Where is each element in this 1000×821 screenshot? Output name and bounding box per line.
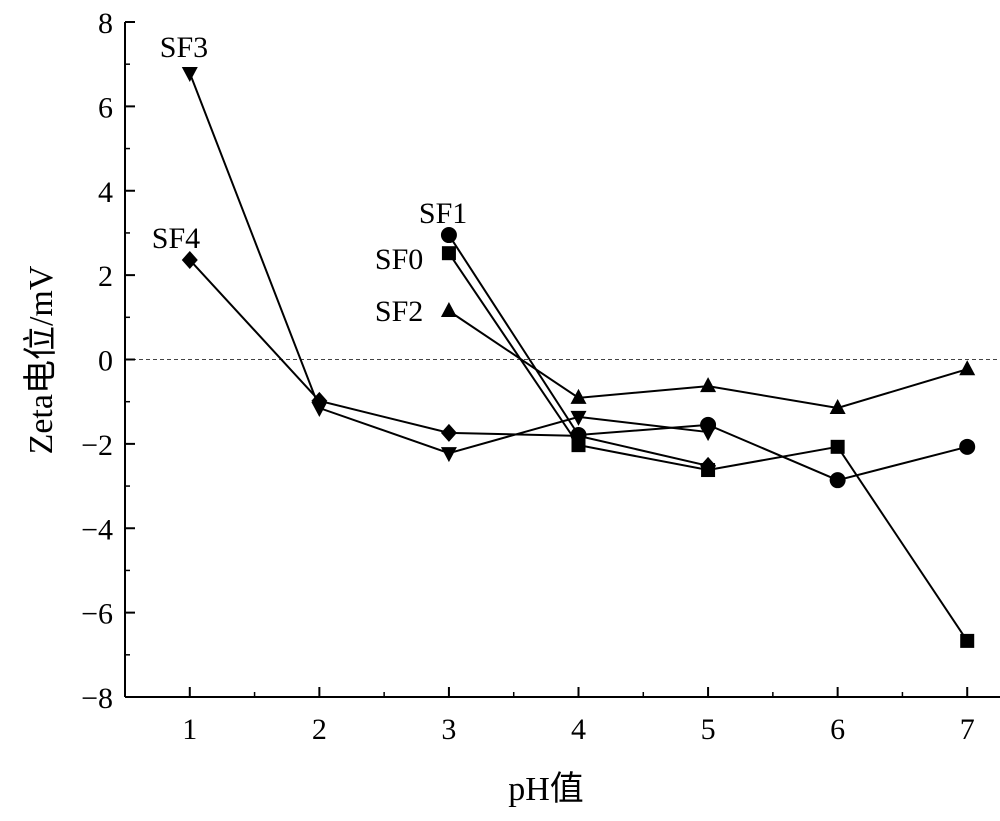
series-label: SF1 bbox=[419, 197, 467, 230]
series-line bbox=[448, 234, 968, 482]
y-tick-label: 0 bbox=[98, 345, 113, 378]
x-tick-label: 2 bbox=[312, 713, 327, 746]
triangle-up-marker bbox=[440, 301, 457, 317]
square-marker bbox=[830, 439, 845, 454]
y-tick-label: 8 bbox=[98, 7, 113, 40]
diamond-marker bbox=[311, 391, 328, 410]
y-axis-label: Zeta电位/mV bbox=[22, 265, 60, 454]
series-sf0 bbox=[441, 246, 975, 648]
series-line bbox=[188, 72, 709, 455]
triangle-up-marker bbox=[570, 388, 587, 404]
series-sf4 bbox=[181, 250, 717, 475]
x-tick-label: 7 bbox=[960, 713, 975, 746]
x-tick-label: 3 bbox=[441, 713, 456, 746]
triangle-down-marker bbox=[570, 410, 587, 426]
series-label: SF0 bbox=[375, 243, 423, 276]
series-sf2 bbox=[440, 301, 976, 415]
y-tick-label: −2 bbox=[81, 429, 113, 462]
series-label: SF2 bbox=[375, 295, 423, 328]
series-sf3 bbox=[181, 67, 717, 463]
triangle-down-marker bbox=[440, 447, 457, 463]
y-tick-label: 4 bbox=[98, 176, 113, 209]
x-tick-label: 6 bbox=[830, 713, 845, 746]
series-label: SF4 bbox=[152, 222, 200, 255]
x-tick-label: 4 bbox=[571, 713, 586, 746]
diamond-marker bbox=[440, 423, 457, 442]
y-tick-label: 6 bbox=[98, 91, 113, 124]
square-marker bbox=[441, 246, 456, 261]
triangle-down-marker bbox=[700, 426, 717, 442]
circle-marker bbox=[959, 438, 976, 455]
y-tick-label: −6 bbox=[81, 598, 113, 631]
y-tick-label: −4 bbox=[81, 513, 113, 546]
square-marker bbox=[960, 633, 975, 648]
series-sf1 bbox=[440, 227, 976, 489]
triangle-up-marker bbox=[700, 377, 717, 393]
triangle-down-marker bbox=[181, 67, 198, 83]
triangle-up-marker bbox=[959, 360, 976, 376]
diamond-marker bbox=[570, 426, 587, 445]
series-line bbox=[448, 252, 969, 642]
diamond-marker bbox=[700, 456, 717, 475]
x-tick-label: 5 bbox=[701, 713, 716, 746]
x-axis-label: pH值 bbox=[508, 770, 584, 808]
y-tick-label: −8 bbox=[81, 682, 113, 715]
series-label: SF3 bbox=[160, 31, 208, 64]
circle-marker bbox=[440, 227, 457, 244]
diamond-marker bbox=[181, 250, 198, 269]
triangle-up-marker bbox=[829, 399, 846, 415]
x-tick-label: 1 bbox=[182, 713, 197, 746]
circle-marker bbox=[829, 472, 846, 489]
y-tick-label: 2 bbox=[98, 260, 113, 293]
